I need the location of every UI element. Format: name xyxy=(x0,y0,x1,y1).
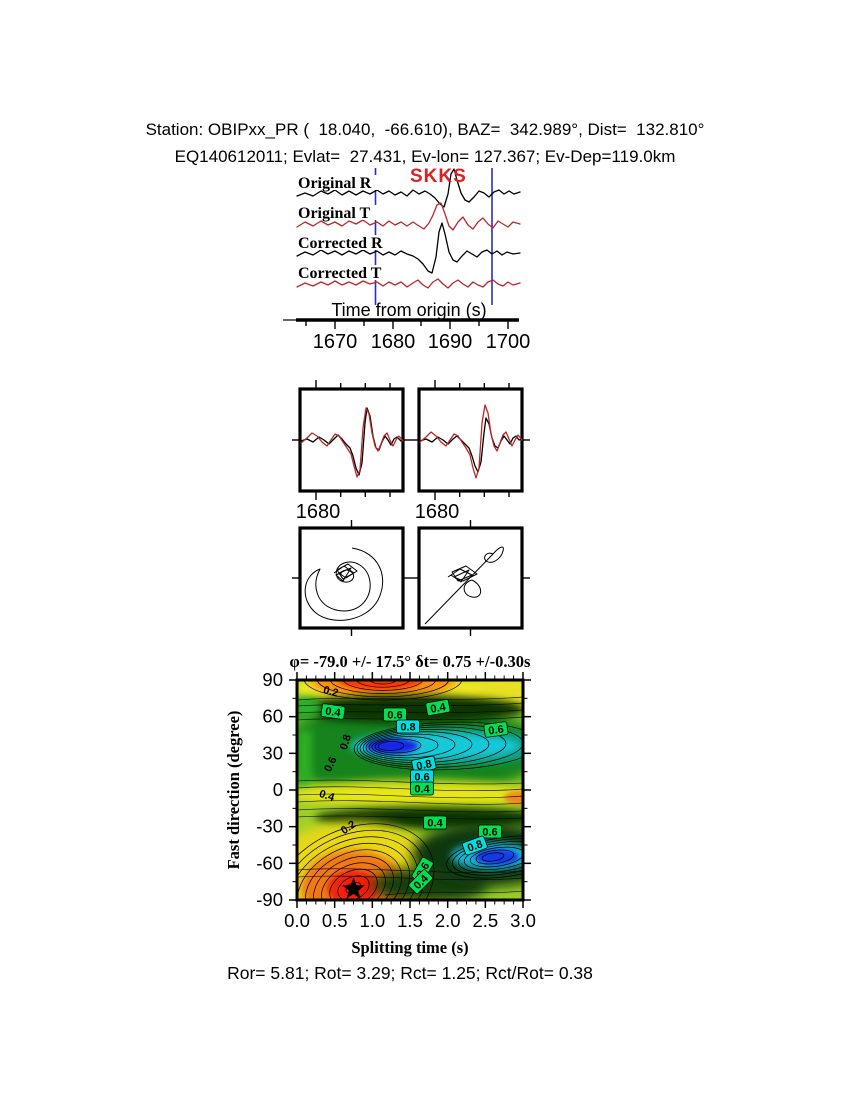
contour-label-10: 0.4 xyxy=(414,784,430,796)
label-mask xyxy=(297,265,393,280)
time-tick-1680: 1680 xyxy=(371,331,416,353)
contour-label-15: 0.8 xyxy=(466,838,484,855)
pm-scribble xyxy=(447,565,478,583)
contour-label-6: 0.8 xyxy=(338,733,354,751)
trace-original-t xyxy=(296,202,521,231)
contour-label-14: 0.6 xyxy=(482,827,497,839)
contour-field: 0.2 0.4 0.6 0.8 0.4 0.6 0.8 0.6 0.8 0.6 … xyxy=(298,681,522,899)
contour-label-11: 0.4 xyxy=(318,788,337,804)
time-axis: Time from origin (s) 1670 1680 1690 1700 xyxy=(283,300,530,353)
contour-title: φ= -79.0 +/- 17.5° δt= 0.75 +/-0.30s xyxy=(290,652,531,671)
trace-label-original-t: Original T xyxy=(298,205,370,222)
contour-rings-top xyxy=(304,681,462,701)
contour-label-7: 0.6 xyxy=(322,755,339,774)
trace-label-original-r: Original R xyxy=(298,175,372,192)
compare-right-black-wave xyxy=(419,417,523,473)
contour-label-5: 0.6 xyxy=(488,723,505,737)
contour-label-1: 0.4 xyxy=(325,705,343,719)
contour-label-3: 0.8 xyxy=(400,722,415,734)
contour-label-9: 0.6 xyxy=(414,772,429,784)
compare-box-left xyxy=(292,380,411,500)
x-tick-1.5: 1.5 xyxy=(397,910,423,931)
time-tick-1700: 1700 xyxy=(486,331,531,353)
x-tick-1.0: 1.0 xyxy=(359,910,385,931)
label-mask xyxy=(297,235,393,250)
compare-right-tick-label: 1680 xyxy=(415,501,460,523)
contour-panel: φ= -79.0 +/- 17.5° δt= 0.75 +/-0.30s Fas… xyxy=(224,652,536,957)
pm-elliptical-path xyxy=(304,547,384,621)
y-tick-30: 30 xyxy=(262,742,283,763)
contour-label-13: 0.4 xyxy=(427,818,443,830)
best-fit-star xyxy=(342,876,365,899)
contour-rings-bottom-right xyxy=(446,835,522,879)
x-tick-2.5: 2.5 xyxy=(472,910,498,931)
contour-label-0: 0.2 xyxy=(322,684,340,700)
particle-motion-corrected xyxy=(411,520,530,636)
compare-left-tick-label: 1680 xyxy=(296,501,341,523)
contour-y-tick-labels: 90 60 30 0 -30 -60 -90 xyxy=(256,669,283,910)
phase-label-skks: SKKS xyxy=(410,166,467,187)
time-tick-1670: 1670 xyxy=(313,331,358,353)
seismogram-panel: Original R Original T Corrected R Correc… xyxy=(283,166,530,353)
contour-axis-ticks xyxy=(289,672,531,908)
trace-label-corrected-t: Corrected T xyxy=(298,265,382,282)
x-tick-0.0: 0.0 xyxy=(284,910,310,931)
pm-small-loop xyxy=(463,579,482,598)
contour-x-tick-labels: 0.0 0.5 1.0 1.5 2.0 2.5 3.0 xyxy=(284,910,536,931)
x-tick-0.5: 0.5 xyxy=(322,910,348,931)
compare-box-right xyxy=(411,380,530,500)
y-tick-60: 60 xyxy=(262,706,283,727)
time-axis-label: Time from origin (s) xyxy=(331,300,486,320)
contour-inline-labels: 0.2 0.4 0.6 0.8 0.4 0.6 0.8 0.6 0.8 0.6 … xyxy=(318,684,509,894)
y-tick-neg90: -90 xyxy=(256,889,283,910)
label-mask xyxy=(297,205,383,220)
compare-left-red-wave xyxy=(300,407,404,478)
label-mask xyxy=(297,175,383,190)
header-station-line: Station: OBIPxx_PR ( 18.040, -66.610), B… xyxy=(145,120,705,139)
compare-left-black-wave xyxy=(300,407,402,476)
footer-stats: Ror= 5.81; Rot= 3.29; Rct= 1.25; Rct/Rot… xyxy=(227,963,593,983)
contour-label-4: 0.4 xyxy=(430,701,448,716)
trace-label-corrected-r: Corrected R xyxy=(298,235,383,252)
waveform-compare-panel: 1680 1680 xyxy=(292,380,530,523)
trace-labels: Original R Original T Corrected R Correc… xyxy=(297,175,393,282)
y-tick-90: 90 xyxy=(262,669,283,690)
contour-label-8: 0.8 xyxy=(415,758,432,773)
trace-original-r xyxy=(296,168,521,208)
x-tick-2.0: 2.0 xyxy=(435,910,461,931)
pm-linear-path xyxy=(424,546,504,625)
contour-label-2: 0.6 xyxy=(387,710,402,722)
y-tick-neg60: -60 xyxy=(256,852,283,873)
trace-corrected-t xyxy=(296,278,521,289)
time-tick-1690: 1690 xyxy=(428,331,473,353)
y-tick-neg30: -30 xyxy=(256,816,283,837)
particle-motion-panel xyxy=(292,520,530,636)
particle-motion-original xyxy=(292,520,411,636)
compare-right-red-wave xyxy=(419,404,523,479)
pm-right-frame xyxy=(417,526,524,630)
pm-scribble xyxy=(333,563,358,582)
contour-ylabel: Fast direction (degree) xyxy=(224,711,243,870)
header-event-line: EQ140612011; Evlat= 27.431, Ev-lon= 127.… xyxy=(174,147,676,166)
contour-xlabel: Splitting time (s) xyxy=(351,938,468,957)
trace-corrected-r xyxy=(296,222,521,274)
x-tick-3.0: 3.0 xyxy=(510,910,536,931)
y-tick-0: 0 xyxy=(273,779,283,800)
